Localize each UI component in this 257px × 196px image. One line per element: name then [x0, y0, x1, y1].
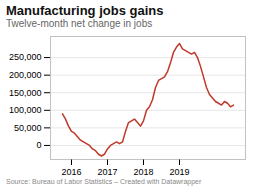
svg-text:0: 0 — [36, 140, 41, 150]
svg-text:100,000: 100,000 — [9, 105, 42, 115]
svg-text:250,000: 250,000 — [9, 52, 42, 62]
html-text:Source: Bureau of Labor Statis: Source: Bureau of Labor Statistics – Cre… — [6, 178, 202, 185]
svg-text:2018: 2018 — [133, 167, 153, 177]
html-text:Manufacturing jobs gains: Manufacturing jobs gains — [6, 3, 164, 18]
svg-text:2017: 2017 — [97, 167, 117, 177]
svg-text:200,000: 200,000 — [9, 70, 42, 80]
svg-text:150,000: 150,000 — [9, 88, 42, 98]
svg-text:2019: 2019 — [169, 167, 189, 177]
html-text:Twelve-month net change in job: Twelve-month net change in jobs — [6, 18, 153, 29]
svg-text:2016: 2016 — [61, 167, 81, 177]
svg-text:50,000: 50,000 — [14, 123, 42, 133]
